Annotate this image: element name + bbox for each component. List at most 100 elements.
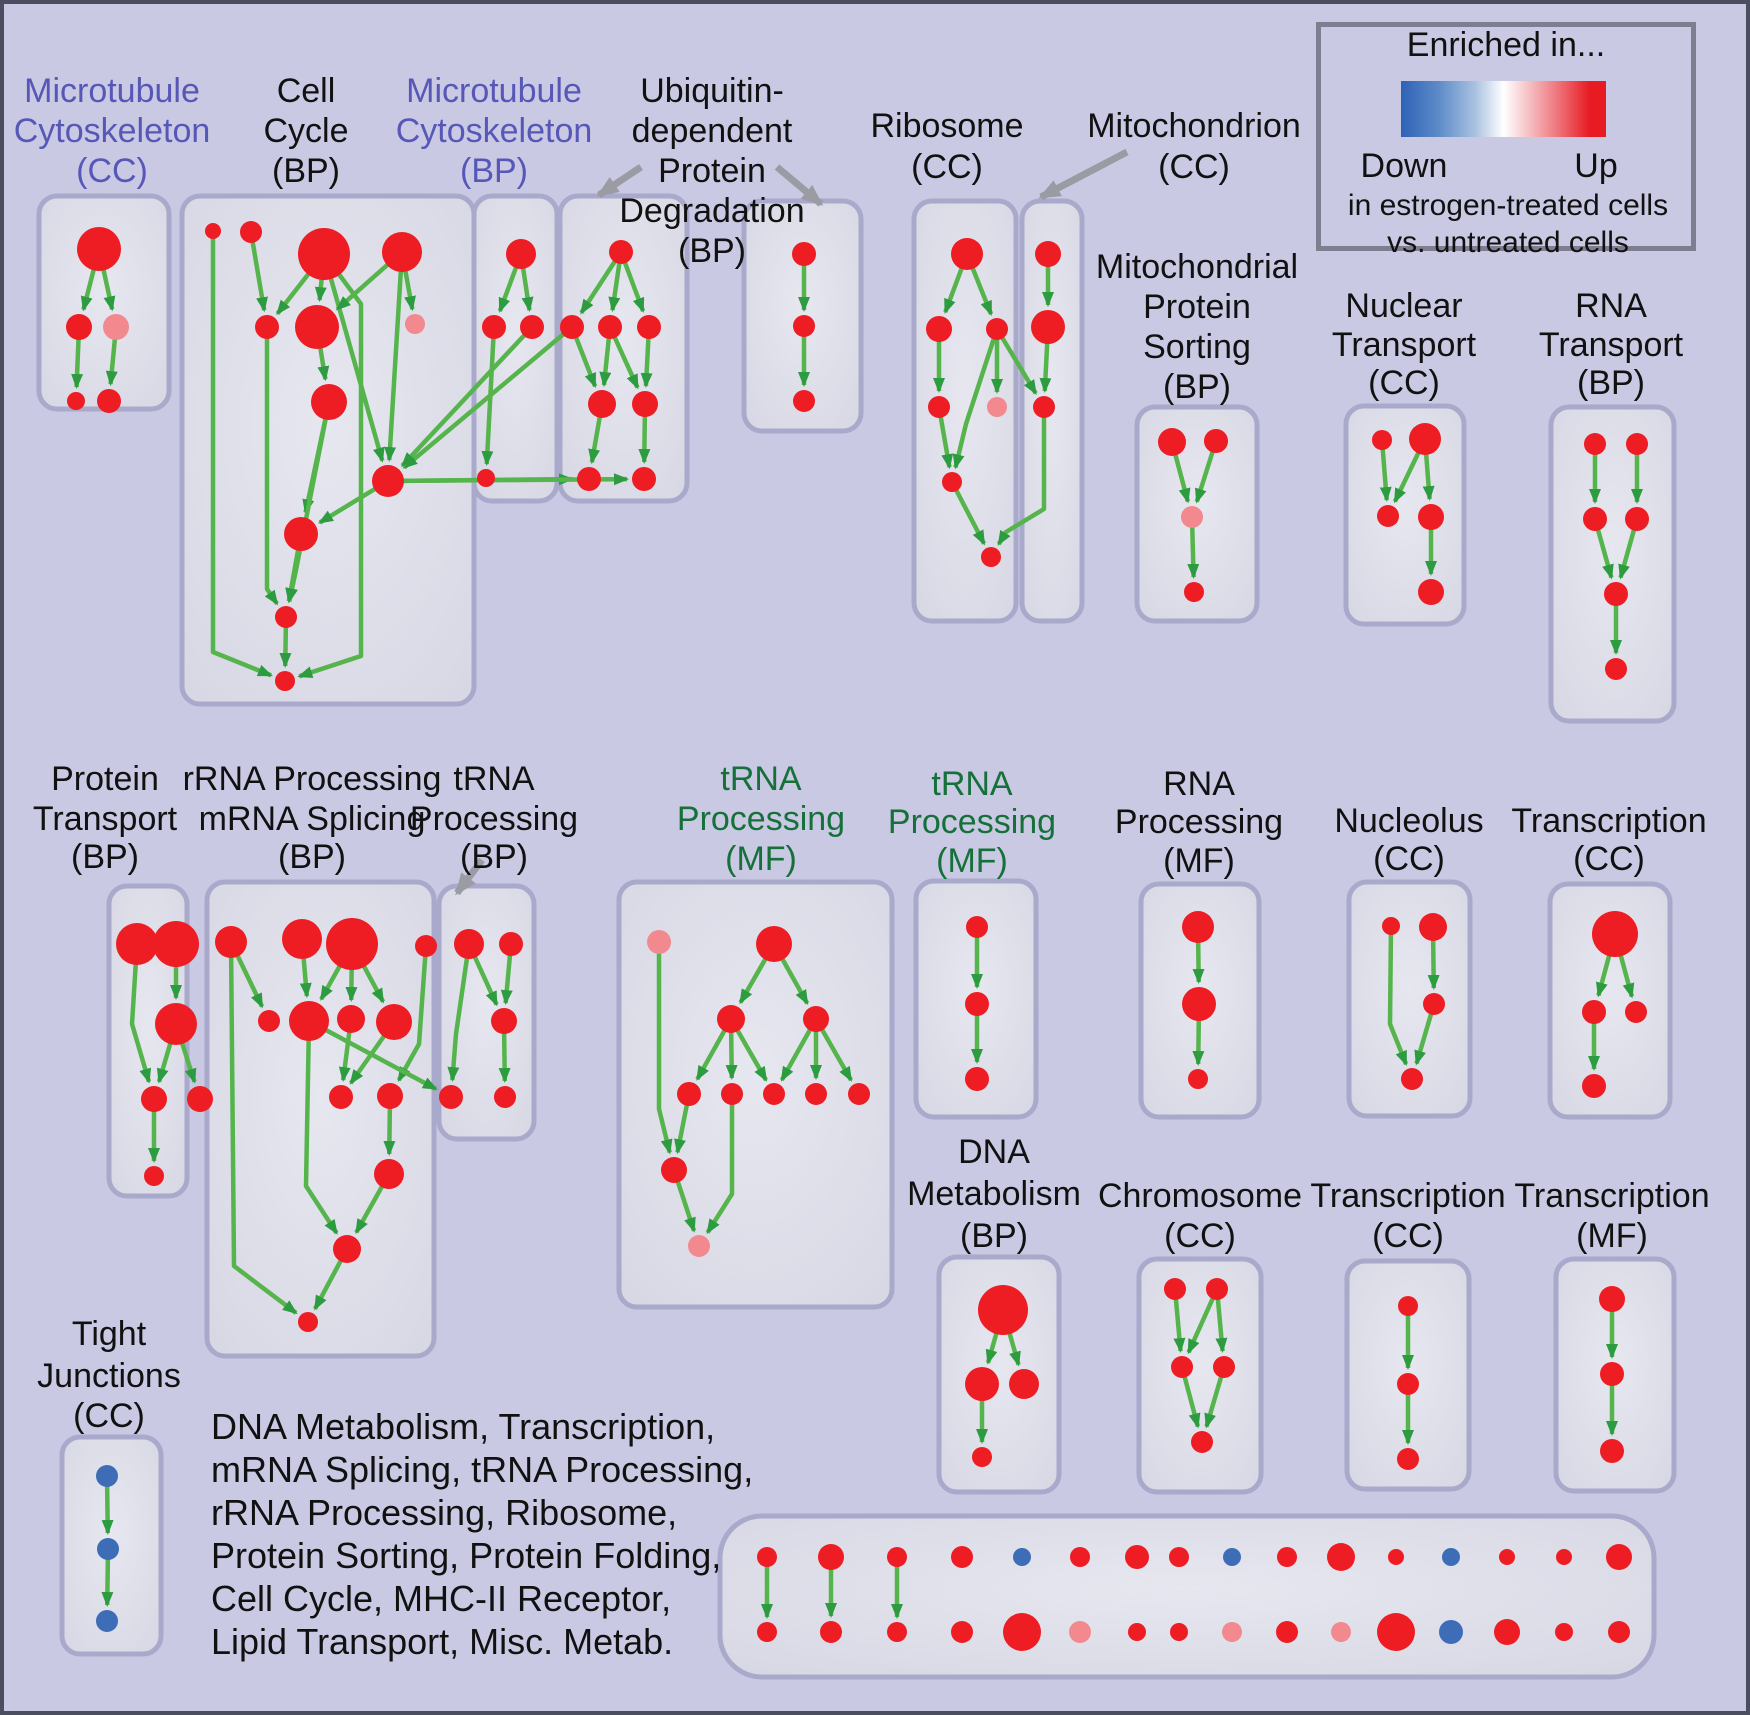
node-rrna-2	[326, 918, 378, 970]
node-trna_bp-2	[491, 1008, 517, 1034]
node-chromosome-3	[1213, 1356, 1235, 1378]
cluster-label-ribosome: (CC)	[911, 148, 983, 186]
node-mt_bp-0	[506, 239, 536, 269]
cluster-label-mt_cc: Cytoskeleton	[13, 112, 211, 150]
edge-arrow	[384, 251, 405, 463]
node-cell_cycle-4	[255, 315, 279, 339]
node-misc-14	[1556, 1549, 1572, 1565]
label-pointer-arrow-icon	[774, 164, 824, 207]
cluster-label-tight_junctions: Junctions	[37, 1357, 181, 1395]
node-trna_mf1-3	[803, 1006, 829, 1032]
edge-arrow	[579, 250, 623, 315]
node-rrna-12	[298, 1312, 318, 1332]
node-misc-24	[1222, 1622, 1242, 1642]
node-mt_cc-1	[66, 314, 92, 340]
edge-arrow	[297, 252, 364, 679]
node-ubiq-1	[560, 315, 584, 339]
cluster-label-nuc_transport: Transport	[1331, 326, 1477, 364]
node-nucleolus-2	[1423, 993, 1445, 1015]
cluster-label-rrna: rRNA Processing	[182, 760, 442, 798]
node-rna_transport-0	[1584, 433, 1606, 455]
cluster-label-tight_junctions: (CC)	[73, 1397, 145, 1435]
node-transcription_cc_b-1	[1397, 1373, 1419, 1395]
node-ribosome-5	[942, 472, 962, 492]
cluster-label-prot_transport: (BP)	[71, 838, 139, 876]
node-rrna-10	[374, 1159, 404, 1189]
cluster-label-trna_bp: Processing	[409, 800, 579, 838]
node-misc-22	[1128, 1623, 1146, 1641]
node-cell_cycle-7	[311, 384, 347, 420]
note-line: Protein Sorting, Protein Folding,	[211, 1535, 722, 1576]
cluster-box-mt_bp	[471, 193, 560, 504]
node-misc-0	[757, 1547, 777, 1567]
cluster-box-nuc_transport	[1343, 403, 1467, 627]
node-tight_junctions-1	[97, 1538, 119, 1560]
node-rna_mf-0	[1182, 911, 1214, 943]
cluster-label-mt_cc: (CC)	[76, 152, 148, 190]
cluster-label-mt_bp: Cytoskeleton	[395, 112, 593, 150]
node-rrna-3	[415, 935, 437, 957]
node-transcription_mf-0	[1599, 1286, 1625, 1312]
node-trna_mf1-7	[805, 1083, 827, 1105]
node-prot_transport-1	[153, 921, 199, 967]
node-misc-23	[1170, 1623, 1188, 1641]
node-mt_bp-2	[520, 315, 544, 339]
node-nucleolus-1	[1419, 913, 1447, 941]
edge-arrow	[996, 407, 1047, 546]
node-rna_transport-2	[1583, 507, 1607, 531]
node-cell_cycle-1	[240, 221, 262, 243]
cluster-label-rna_transport: (BP)	[1577, 364, 1645, 402]
cluster-label-mito: (CC)	[1158, 148, 1230, 186]
node-nuc_transport-0	[1372, 430, 1392, 450]
node-nucleolus-3	[1401, 1068, 1423, 1090]
node-misc-10	[1327, 1543, 1355, 1571]
cluster-label-trna_mf1: tRNA	[720, 760, 802, 798]
cluster-label-dna_metab: (BP)	[960, 1217, 1028, 1255]
label-pointer-arrow-icon	[596, 164, 643, 198]
cluster-label-rna_transport: RNA	[1575, 287, 1647, 325]
node-misc-20	[1003, 1613, 1041, 1651]
edge-arrow	[210, 231, 273, 678]
node-cell_cycle-5	[295, 305, 339, 349]
edge-arrow	[1379, 439, 1392, 503]
node-ubiq2-1	[793, 315, 815, 337]
node-cell_cycle-3	[382, 232, 422, 272]
cluster-label-mt_bp: (BP)	[460, 152, 528, 190]
cluster-label-dna_metab: Metabolism	[907, 1175, 1081, 1213]
node-trna_mf1-10	[688, 1235, 710, 1257]
node-chromosome-4	[1191, 1431, 1213, 1453]
node-mps-0	[1158, 428, 1186, 456]
node-cell_cycle-8	[372, 465, 404, 497]
cluster-label-ubiq: Ubiquitin-	[640, 72, 784, 110]
node-misc-17	[820, 1621, 842, 1643]
node-mt_cc-0	[77, 227, 121, 271]
node-misc-16	[757, 1622, 777, 1642]
node-mt_cc-3	[67, 392, 85, 410]
node-mito-1	[1031, 310, 1065, 344]
cluster-label-ubiq: Degradation	[619, 192, 805, 230]
node-rna_transport-1	[1626, 433, 1648, 455]
edge-arrow	[1186, 1288, 1220, 1355]
cluster-label-ubiq: dependent	[631, 112, 793, 150]
legend-down-label: Down	[1360, 147, 1448, 185]
cluster-label-mt_cc: Microtubule	[24, 72, 200, 110]
node-nuc_transport-1	[1409, 423, 1441, 455]
node-ubiq-5	[632, 391, 658, 417]
node-misc-21	[1069, 1621, 1091, 1643]
cluster-label-trna_mf2: Processing	[887, 803, 1057, 841]
node-cell_cycle-9	[284, 517, 318, 551]
cluster-label-chromosome: (CC)	[1164, 1217, 1236, 1255]
node-rrna-1	[282, 919, 322, 959]
node-ribosome-3	[928, 396, 950, 418]
node-mt_cc-4	[97, 389, 121, 413]
node-ribosome-2	[986, 318, 1008, 340]
node-misc-2	[887, 1547, 907, 1567]
edge-arrow	[264, 327, 279, 606]
node-misc-6	[1125, 1545, 1149, 1569]
legend-subtitle-line2: vs. untreated cells	[1387, 226, 1629, 259]
cluster-label-dna_metab: DNA	[958, 1133, 1030, 1171]
cluster-label-tight_junctions: Tight	[71, 1315, 147, 1353]
node-dna_metab-1	[965, 1367, 999, 1401]
node-transcription_cc_b-2	[1397, 1448, 1419, 1470]
node-trna_bp-0	[454, 929, 484, 959]
